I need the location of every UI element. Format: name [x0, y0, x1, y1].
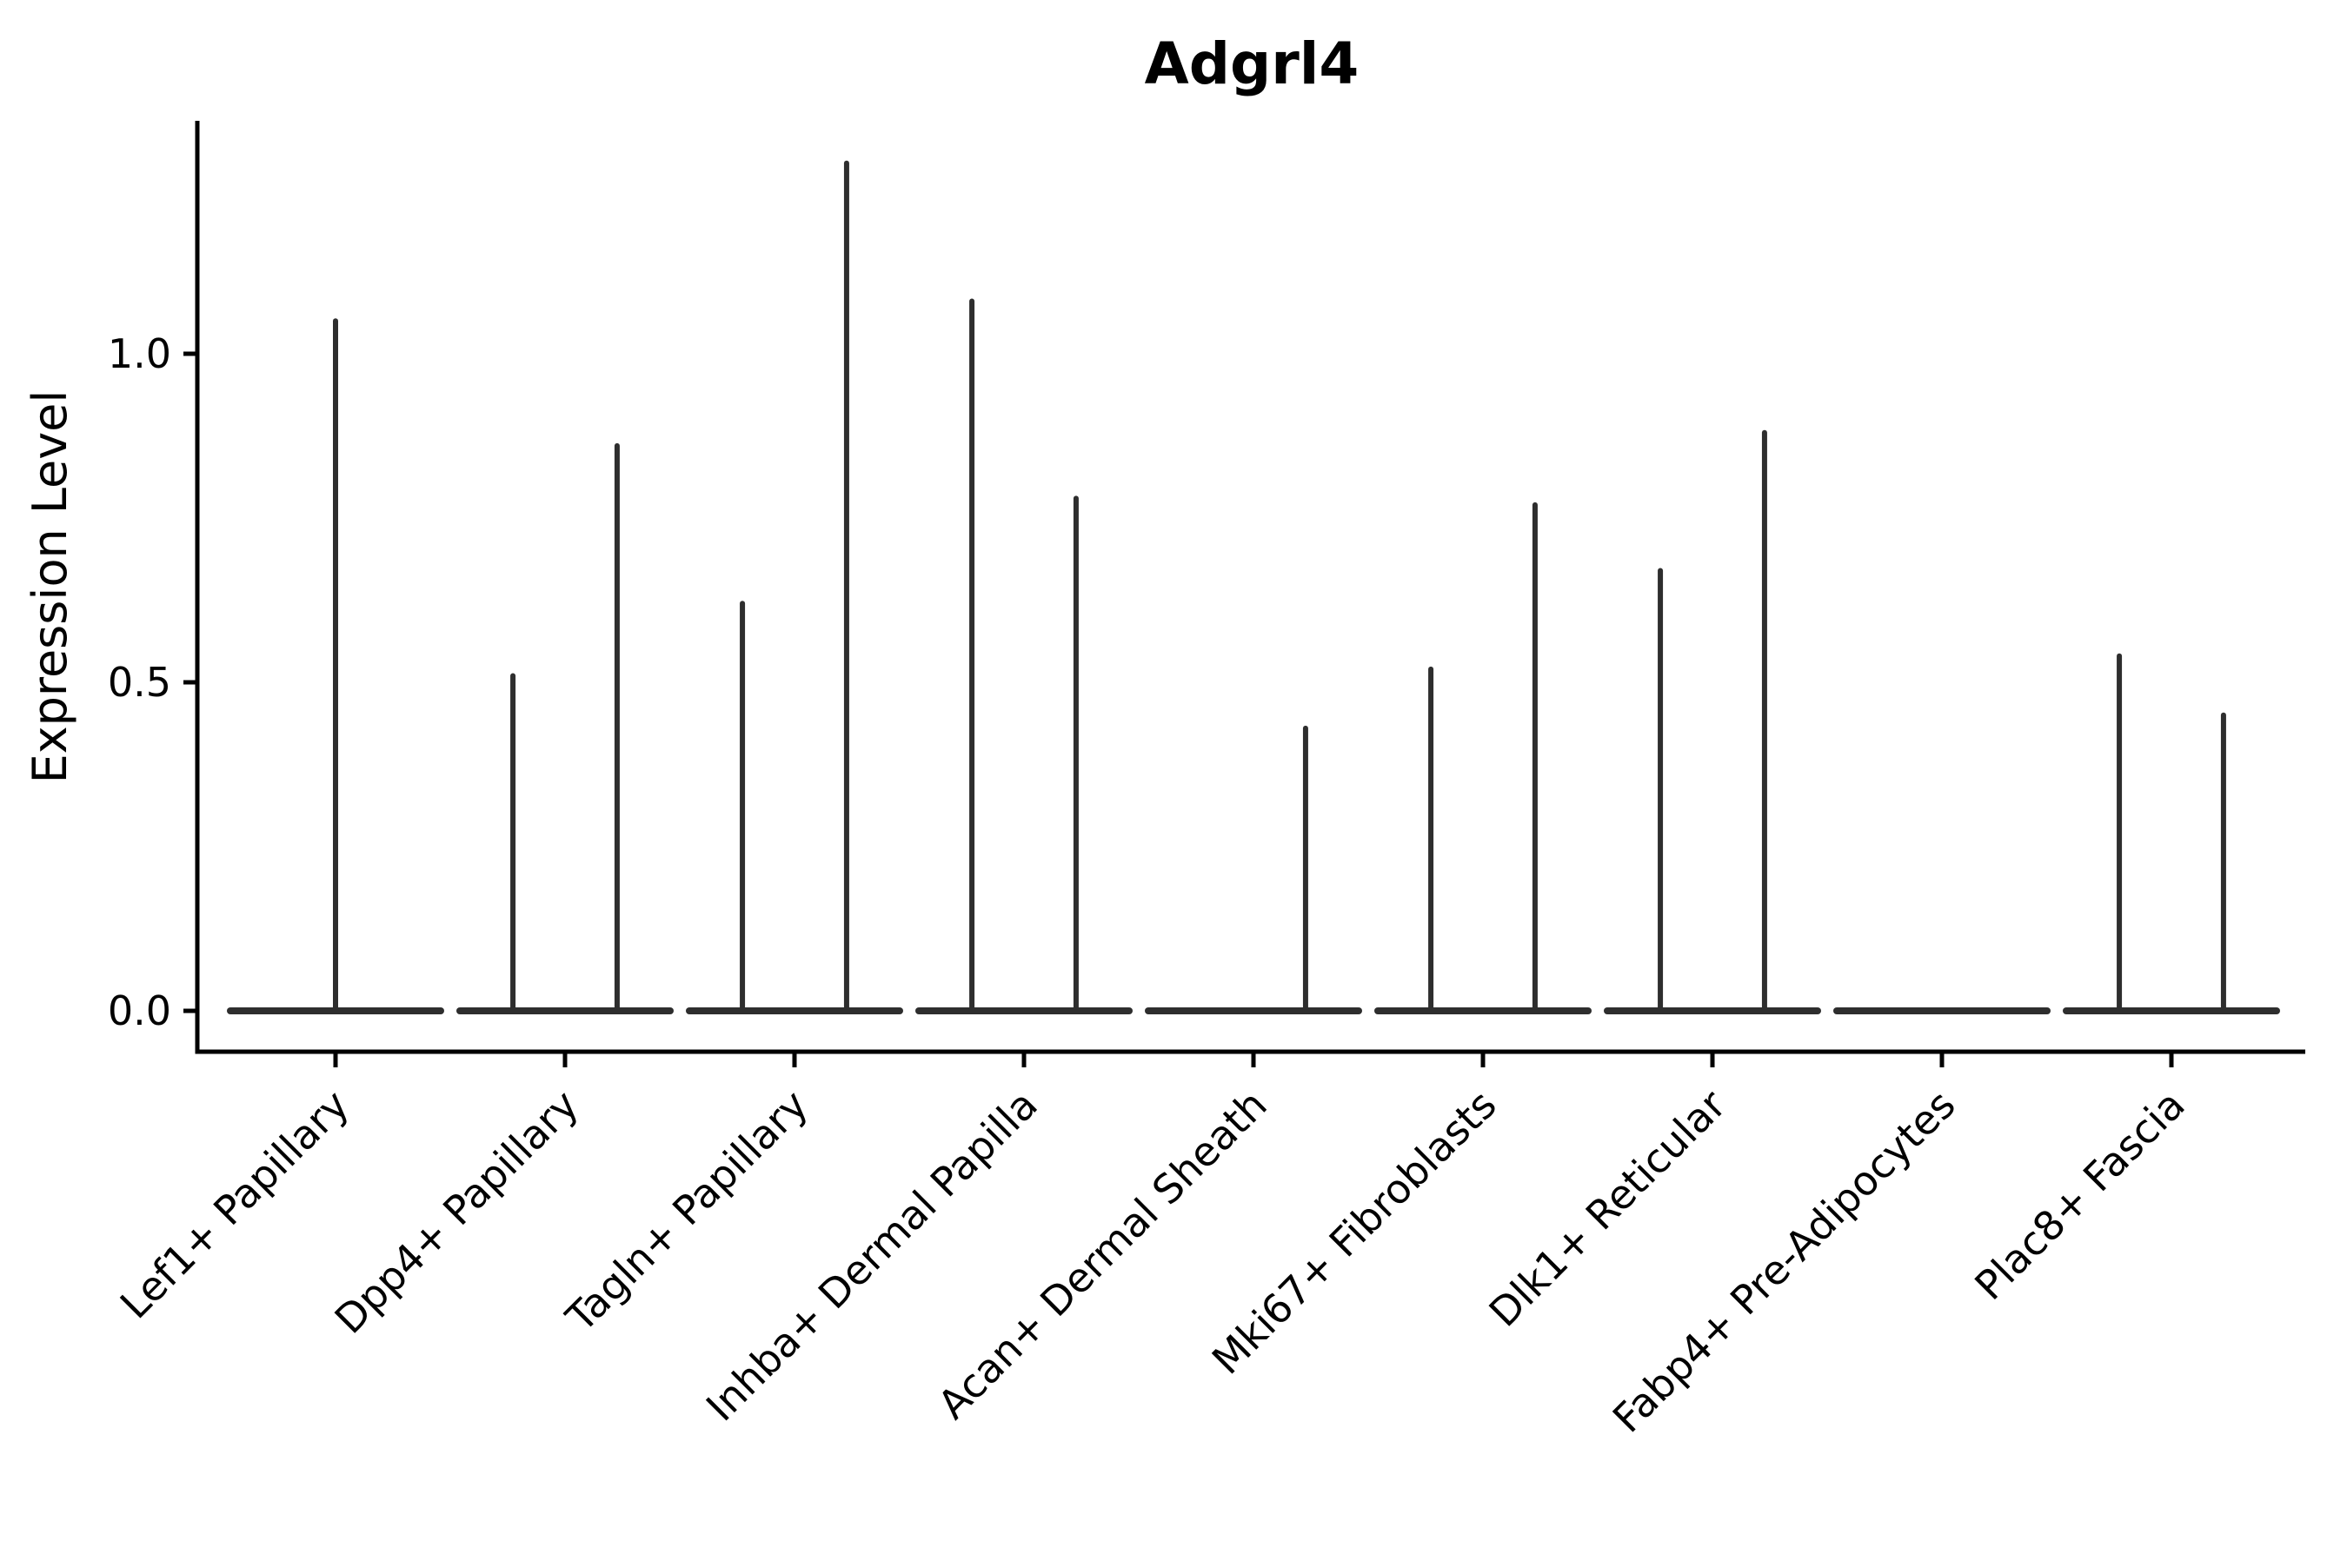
- violin-group: [686, 160, 903, 1014]
- y-tick-label: 1.0: [108, 330, 171, 377]
- x-tick-label: Lef1+ Papillary: [111, 1081, 358, 1328]
- axes-layer: [183, 121, 2305, 1067]
- violin-group: [1374, 502, 1592, 1014]
- violin-group: [1604, 429, 1821, 1014]
- x-tick-label: Dpp4+ Papillary: [326, 1081, 588, 1343]
- violins-layer: [227, 160, 2280, 1014]
- x-tick-label: Plac8+ Fascia: [1965, 1081, 2193, 1309]
- y-tick-label: 0.5: [108, 659, 171, 706]
- y-axis-label: Expression Level: [23, 390, 77, 784]
- violin-group: [2063, 653, 2280, 1014]
- chart-title: Adgrl4: [1145, 30, 1360, 97]
- violin-group: [915, 298, 1133, 1014]
- x-tick-label: Tagln+ Papillary: [556, 1081, 817, 1342]
- violin-group: [1145, 725, 1362, 1014]
- y-tick-label: 0.0: [108, 987, 171, 1034]
- violin-group: [227, 318, 444, 1014]
- violin-group: [456, 442, 674, 1014]
- x-tick-label: Dlk1+ Reticular: [1480, 1081, 1735, 1336]
